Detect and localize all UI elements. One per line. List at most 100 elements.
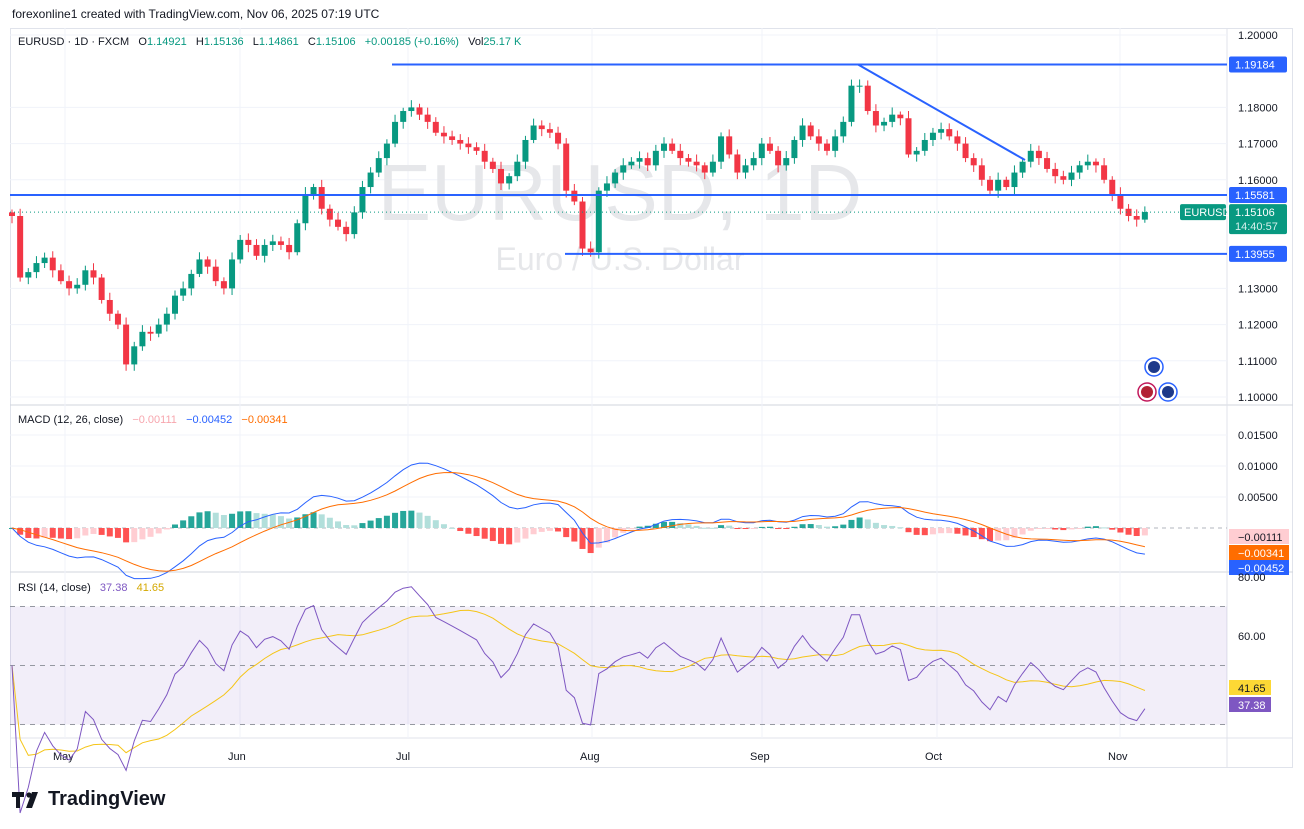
current-price-label: 1.15106 [1235, 207, 1275, 219]
candle-body [294, 223, 301, 253]
macd-histogram-bar [995, 528, 1002, 541]
watermark-title: EURUSD, 1D [378, 148, 863, 237]
candle-body [530, 125, 537, 140]
macd-histogram-bar [212, 512, 219, 528]
open-value: 1.14921 [146, 36, 187, 48]
rsi-value: 37.38 [99, 582, 128, 594]
candle-body [424, 114, 431, 122]
macd-histogram-bar [114, 528, 121, 538]
macd-histogram-bar [66, 528, 73, 540]
macd-histogram-bar [449, 527, 456, 529]
rsi-name[interactable]: RSI (14, close) [18, 582, 91, 594]
candle-body [775, 150, 782, 166]
macd-hist-value: −0.00111 [132, 414, 177, 426]
candle-body [766, 143, 773, 151]
macd-histogram-bar [563, 528, 570, 538]
candle-body [212, 266, 219, 282]
macd-histogram-bar [172, 524, 178, 528]
macd-histogram-bar [603, 528, 610, 543]
candle-body [123, 324, 130, 365]
macd-histogram-bar [970, 528, 977, 538]
countdown-label: 14:40:57 [1235, 221, 1278, 233]
candle-body [538, 125, 545, 130]
macd-histogram-bar [734, 528, 741, 529]
macd-histogram-bar [220, 515, 227, 528]
high-value: 1.15136 [203, 36, 244, 48]
candle-body [359, 187, 366, 213]
macd-name[interactable]: MACD (12, 26, close) [18, 414, 124, 426]
macd-histogram-bar [946, 528, 953, 534]
candle-body [897, 114, 904, 119]
macd-histogram-bar [498, 528, 504, 544]
candle-body [335, 219, 341, 227]
rsi-tick-label: 80.00 [1238, 572, 1266, 584]
macd-histogram-bar [1052, 528, 1059, 530]
candle-body [473, 147, 480, 151]
candle-body [172, 295, 178, 314]
macd-histogram-bar [1117, 528, 1124, 533]
macd-histogram-bar [49, 528, 56, 538]
macd-histogram-bar [277, 516, 284, 528]
candle-body [628, 161, 635, 166]
macd-histogram-bar [775, 528, 782, 529]
tradingview-logo[interactable]: TradingView [12, 788, 165, 811]
candle-body [636, 158, 643, 162]
macd-histogram-bar [367, 520, 374, 528]
macd-histogram-bar [408, 510, 415, 528]
macd-histogram-bar [628, 528, 635, 530]
candle-body [587, 248, 594, 253]
candle-body [1125, 208, 1132, 216]
macd-histogram-bar [416, 512, 423, 528]
macd-histogram-bar [440, 524, 447, 528]
macd-histogram-bar [929, 528, 936, 535]
candle-body [392, 121, 399, 144]
candle-body [204, 259, 211, 267]
candle-body [269, 241, 276, 245]
candle-body [661, 143, 667, 151]
macd-histogram-bar [799, 524, 806, 528]
macd-histogram-bar [310, 512, 317, 528]
low-value: 1.14861 [258, 36, 299, 48]
candle-body [465, 143, 472, 148]
close-label: C [307, 36, 316, 48]
candle-body [929, 132, 936, 140]
candle-body [905, 118, 912, 155]
macd-histogram-bar [718, 525, 725, 528]
macd-histogram-bar [685, 524, 692, 528]
candle-body [383, 143, 390, 159]
current-price-tag [1229, 204, 1287, 235]
candle-body [595, 190, 602, 253]
symbol-label[interactable]: EURUSD · 1D · FXCM [18, 36, 130, 48]
symbol-tag-label: EURUSD [1184, 207, 1231, 219]
macd-histogram-bar [938, 528, 945, 534]
candle-body [807, 125, 814, 137]
candle-body [555, 132, 562, 144]
candle-body [612, 172, 619, 184]
candle-body [90, 270, 97, 278]
chart-frame[interactable] [10, 28, 1293, 768]
macd-histogram-bar [318, 514, 325, 528]
macd-histogram-bar [824, 526, 830, 528]
candle-body [506, 176, 513, 184]
macd-histogram-bar [481, 528, 488, 539]
month-tick-label: Jun [228, 751, 246, 763]
candle-body [155, 324, 162, 334]
candle-body [326, 208, 333, 220]
candle-body [1052, 168, 1059, 177]
candle-body [872, 111, 879, 126]
macd-histogram-bar [530, 528, 537, 535]
rsi-tag [1229, 697, 1271, 712]
candle-body [603, 183, 610, 191]
candle-body [302, 194, 309, 224]
macd-histogram-bar [57, 528, 64, 539]
candle-body [163, 313, 170, 325]
level-price-label: 1.19184 [1235, 60, 1275, 72]
price-legend: EURUSD · 1D · FXCM O1.14921 H1.15136 L1.… [18, 36, 521, 48]
candle-body [489, 161, 496, 169]
candle-body [921, 139, 928, 151]
candle-body [913, 150, 920, 155]
macd-histogram-bar [987, 528, 993, 542]
candle-body [962, 143, 969, 159]
macd-histogram-bar [636, 526, 643, 528]
